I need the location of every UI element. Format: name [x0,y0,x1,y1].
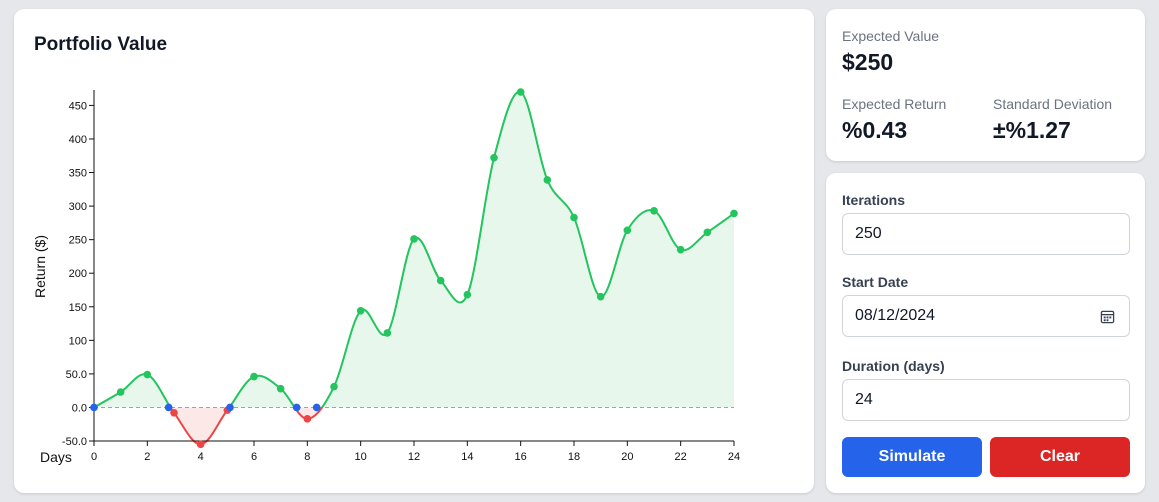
expected-value-label: Expected Value [842,28,940,44]
positive-area [94,91,734,408]
data-point [330,382,338,391]
y-tick-label: 450 [69,100,87,112]
start-date-label: Start Date [842,274,909,290]
iterations-input[interactable]: 250 [842,213,1130,255]
x-tick-label: 16 [515,451,527,463]
x-tick-label: 8 [304,451,310,463]
x-tick-label: 20 [621,451,633,463]
data-point [543,176,552,184]
data-point [570,213,578,222]
data-point [170,409,178,417]
y-tick-label: 100 [69,335,87,347]
x-tick-label: 6 [251,451,257,463]
data-point [276,384,285,393]
data-point [650,206,658,215]
data-point [516,88,525,96]
y-tick-label: 0.0 [72,402,87,414]
zero-crossing-point [164,403,173,412]
y-axis-label: Return ($) [32,235,48,298]
data-point [596,292,605,301]
data-point [676,245,685,254]
x-axis-label: Days [40,449,72,465]
data-point [383,329,392,337]
data-point [196,440,205,449]
x-tick-label: 0 [91,451,97,463]
std-dev-value: ±%1.27 [993,117,1071,143]
std-dev-label: Standard Deviation [993,96,1113,112]
duration-input[interactable]: 24 [842,379,1130,421]
x-tick-label: 24 [728,451,740,463]
y-tick-label: 200 [69,268,87,280]
data-point [490,153,498,162]
data-point [436,276,445,285]
y-tick-label: 300 [69,201,87,213]
iterations-value: 250 [855,225,882,242]
start-date-input[interactable]: 08/12/2024 [842,295,1130,337]
duration-label: Duration (days) [842,358,945,374]
calendar-icon[interactable] [1100,309,1115,324]
chart-title: Portfolio Value [34,34,168,55]
y-tick-label: -50.0 [62,436,87,448]
series-line-negative [94,407,324,446]
y-tick-label: 350 [69,168,87,180]
simulation-form: Iterations 250 Start Date 08/12/2024 Dur… [826,173,1145,493]
zero-crossing-point [90,403,98,412]
stats-card: Expected Value $250 Expected Return %0.4… [826,9,1145,161]
duration-value: 24 [855,391,873,408]
x-tick-label: 4 [198,451,204,463]
y-tick-label: 50.0 [66,369,87,381]
y-tick-label: 150 [69,302,87,314]
data-point [703,228,712,237]
data-point [116,388,125,396]
start-date-value: 08/12/2024 [855,307,936,324]
data-point [143,370,152,379]
clear-button[interactable]: Clear [990,437,1130,477]
zero-crossing-point [292,403,301,412]
y-tick-label: 250 [69,235,87,247]
zero-crossing-point [312,403,321,412]
data-point [250,372,258,381]
expected-return-label: Expected Return [842,96,947,112]
data-point [356,306,365,315]
chart-card: Portfolio Value -50.0 0.0 50.0 100 150 200 250… [14,9,814,493]
data-point [303,415,312,423]
zero-crossing-point [226,403,234,412]
x-tick-label: 10 [355,451,367,463]
x-tick-label: 18 [568,451,580,463]
simulate-button[interactable]: Simulate [842,437,982,477]
iterations-label: Iterations [842,192,906,208]
data-point [623,226,632,235]
expected-return: %0.43 [842,117,908,143]
y-tick-label: 400 [69,134,87,146]
data-point [463,290,472,299]
x-tick-label: 12 [408,451,420,463]
data-point [410,235,418,243]
series-line-positive [93,90,735,408]
negative-area [170,407,323,445]
data-point [730,209,738,218]
expected-value: $250 [842,49,894,75]
x-tick-label: 2 [144,451,150,463]
x-tick-label: 14 [461,451,473,463]
x-tick-label: 22 [675,451,687,463]
